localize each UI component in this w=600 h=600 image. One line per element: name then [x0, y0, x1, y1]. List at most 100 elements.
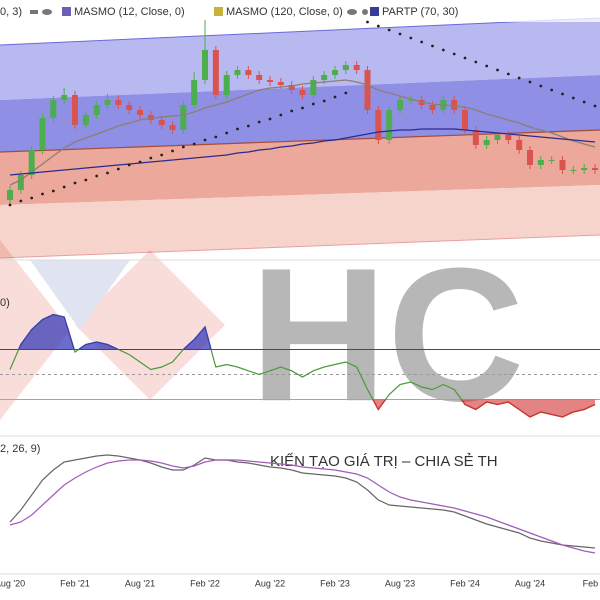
candle-body: [245, 70, 252, 75]
sar-dot: [8, 203, 12, 207]
sar-dot: [420, 40, 424, 44]
candle-body: [158, 120, 165, 125]
candle-body: [527, 150, 533, 165]
candle-body: [483, 140, 490, 145]
candle-body: [288, 85, 295, 90]
sar-dot: [582, 100, 586, 104]
overbought-area: [10, 314, 595, 350]
candle-body: [548, 160, 555, 161]
band-edge: [0, 234, 600, 259]
sar-dot: [160, 153, 164, 157]
candle-body: [332, 70, 338, 75]
sar-dot: [485, 64, 489, 68]
sar-dot: [257, 120, 261, 124]
x-tick-label: Aug '23: [385, 578, 415, 588]
sar-dot: [41, 192, 44, 196]
candle-body: [234, 70, 241, 75]
sar-dot: [463, 56, 467, 60]
watermark: HC: [250, 229, 524, 441]
sar-dot: [192, 142, 196, 146]
sar-dot: [571, 96, 575, 100]
x-tick-label: Feb '2: [583, 578, 600, 588]
sar-dot: [496, 68, 499, 72]
sar-dot: [344, 91, 348, 95]
sar-dot: [116, 167, 120, 171]
x-tick-label: Aug '20: [0, 578, 25, 588]
sar-dot: [398, 32, 402, 36]
x-tick-label: Aug '24: [515, 578, 545, 588]
band-edge: [0, 17, 600, 46]
sar-dot: [214, 135, 218, 139]
sar-dot: [474, 60, 478, 64]
sar-dot: [409, 36, 413, 40]
candle-body: [472, 130, 479, 145]
legend-swatch: [214, 7, 223, 16]
oscillator-line-low: [372, 399, 596, 418]
sar-dot: [171, 149, 174, 153]
band-lower-outer: [0, 185, 600, 258]
candle-body: [299, 90, 306, 95]
ma-line: [9, 128, 596, 176]
x-tick-label: Aug '21: [125, 578, 155, 588]
legend-icons[interactable]: [30, 9, 368, 15]
candle-body: [375, 110, 382, 140]
macd-line: [9, 459, 596, 554]
ma-line: [9, 79, 596, 186]
candle-body: [364, 70, 371, 110]
candle-body: [516, 140, 523, 150]
sar-dot: [138, 160, 142, 164]
candle-body: [39, 118, 46, 150]
candle-body: [559, 160, 566, 170]
sar-dot: [149, 156, 153, 160]
candle-body: [61, 95, 68, 100]
sar-dot: [593, 104, 597, 108]
sar-dot: [322, 99, 326, 103]
candle-body: [169, 125, 176, 130]
sar-dot: [366, 20, 369, 24]
candle-body: [17, 175, 24, 190]
candle-body: [462, 110, 468, 130]
x-tick-label: Feb '24: [450, 578, 480, 588]
candle-body: [126, 105, 133, 110]
macd-label: 2, 26, 9): [0, 443, 40, 455]
legend-label: MASMO (12, Close, 0): [74, 6, 185, 18]
candle-body: [537, 160, 544, 165]
candle-body: [397, 100, 403, 110]
band-upper-inner: [0, 75, 600, 152]
candle-body: [277, 82, 284, 85]
sar-dot: [203, 138, 207, 142]
candle-body: [505, 135, 512, 140]
legend-bar: [0, 2, 600, 22]
legend-label: MASMO (120, Close, 0): [226, 6, 343, 18]
sar-dot: [290, 109, 294, 113]
oscillator-label: 0): [0, 297, 10, 309]
candle-body: [212, 50, 219, 95]
x-tick-label: Aug '22: [255, 578, 285, 588]
oversold-area: [10, 399, 595, 417]
x-tick-label: Feb '21: [60, 578, 90, 588]
sar-dot: [431, 44, 434, 48]
oscillator-line-high: [17, 313, 212, 350]
candle-body: [256, 75, 263, 80]
sar-dot: [528, 80, 532, 84]
sar-dot: [84, 178, 88, 182]
candle-body: [72, 95, 78, 125]
candle-body: [137, 110, 143, 115]
sar-dot: [127, 163, 131, 167]
sar-dot: [246, 124, 250, 128]
sar-dot: [106, 171, 109, 175]
sar-dot: [51, 189, 55, 193]
candle-body: [451, 100, 458, 110]
candle-body: [592, 168, 598, 170]
sar-dot: [550, 88, 554, 92]
candle-body: [429, 105, 436, 110]
candle-body: [202, 50, 208, 80]
sar-dot: [441, 48, 445, 52]
indicator-label: 0, 3): [0, 6, 22, 18]
candle-body: [342, 65, 349, 70]
candle-body: [104, 100, 111, 105]
sar-dot: [301, 106, 304, 110]
sar-dot: [452, 52, 456, 56]
candle-body: [353, 65, 360, 70]
sar-dot: [19, 199, 23, 203]
